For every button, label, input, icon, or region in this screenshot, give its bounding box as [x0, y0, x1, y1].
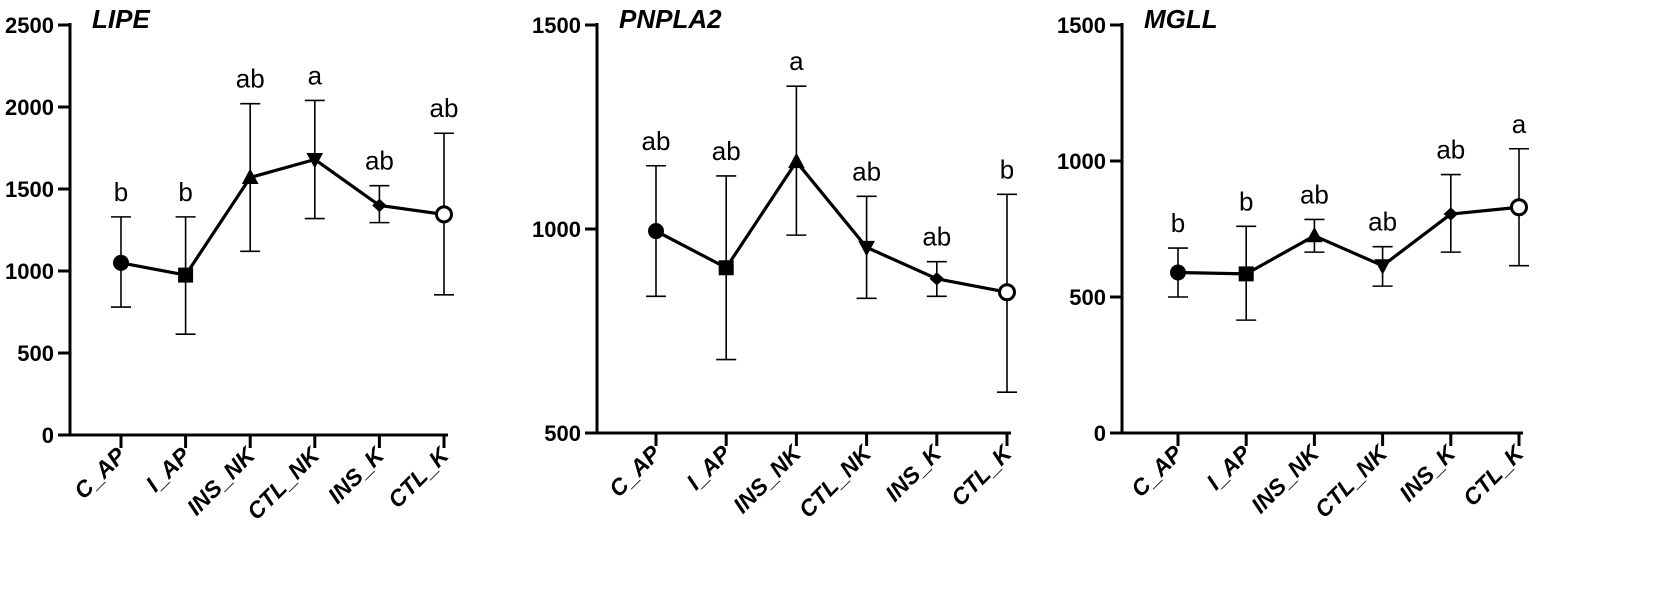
marker-triangle-down: [1374, 259, 1391, 275]
x-tick-label: I_AP: [141, 442, 196, 497]
marker-triangle-down: [858, 240, 875, 257]
x-tick-label: CTL_K: [946, 439, 1018, 511]
y-tick-label: 500: [544, 421, 581, 446]
x-tick-label: C_AP: [604, 440, 666, 502]
significance-letter: a: [1512, 109, 1527, 139]
marker-circle: [648, 223, 664, 240]
y-tick-label: 2000: [5, 95, 54, 120]
panel-title: MGLL: [1144, 4, 1218, 34]
series-line: [1177, 205, 1520, 276]
significance-letter: b: [178, 177, 192, 207]
marker-diamond: [929, 272, 945, 286]
significance-letter: ab: [922, 222, 951, 252]
y-tick-label: 1500: [1057, 13, 1106, 38]
y-tick-label: 1500: [5, 177, 54, 202]
x-tick-label: CTL_K: [383, 441, 455, 513]
marker-square: [178, 267, 194, 283]
significance-letter: ab: [852, 156, 881, 186]
x-tick-label: INS_K: [1394, 439, 1461, 506]
x-tick-label: C_AP: [1126, 440, 1188, 502]
x-tick-label: CTL_K: [1458, 439, 1530, 511]
marker-circle: [113, 254, 129, 271]
x-tick-label: CTL_NK: [1310, 439, 1394, 523]
marker-diamond: [1443, 207, 1459, 221]
x-tick-label: INS_K: [880, 439, 947, 506]
significance-letter: ab: [1300, 179, 1329, 209]
y-tick-label: 0: [42, 423, 54, 448]
x-tick-label: I_AP: [1201, 440, 1256, 495]
significance-letter: b: [1171, 208, 1185, 238]
marker-triangle-up: [1306, 226, 1323, 243]
marker-open-circle: [435, 205, 453, 224]
significance-letter: ab: [1368, 207, 1397, 237]
panel-title: LIPE: [92, 4, 150, 34]
x-tick-label: C_AP: [69, 442, 131, 504]
marker-square: [718, 260, 734, 276]
marker-open-circle: [998, 283, 1016, 302]
x-tick-label: I_AP: [681, 440, 736, 495]
significance-letter: b: [114, 177, 128, 207]
significance-letter: ab: [236, 64, 265, 94]
marker-triangle-down: [306, 152, 324, 169]
x-tick-label: INS_K: [323, 441, 390, 508]
y-tick-label: 1000: [5, 259, 54, 284]
significance-letter: ab: [430, 93, 459, 123]
y-tick-label: 500: [17, 341, 54, 366]
series-line: [120, 157, 445, 277]
y-tick-label: 500: [1069, 285, 1106, 310]
marker-triangle-up: [241, 168, 259, 185]
significance-letter: b: [1239, 186, 1253, 216]
x-tick-label: CTL_NK: [794, 439, 878, 523]
marker-diamond: [372, 198, 387, 213]
y-tick-label: 1500: [532, 13, 581, 38]
y-tick-label: 1000: [532, 217, 581, 242]
significance-letter: ab: [642, 126, 671, 156]
y-tick-label: 1000: [1057, 149, 1106, 174]
marker-triangle-up: [788, 152, 805, 169]
significance-letter: ab: [712, 136, 741, 166]
marker-square: [1238, 266, 1254, 282]
significance-letter: ab: [365, 146, 394, 176]
y-tick-label: 2500: [5, 13, 54, 38]
panel-title: PNPLA2: [619, 4, 722, 34]
marker-circle: [1170, 264, 1186, 281]
x-tick-label: CTL_NK: [242, 441, 326, 525]
marker-open-circle: [1510, 198, 1528, 217]
series-line: [655, 160, 1008, 294]
significance-letter: b: [1000, 154, 1014, 184]
y-tick-label: 0: [1094, 421, 1106, 446]
significance-letter: ab: [1436, 135, 1465, 165]
significance-letter: a: [308, 60, 323, 90]
significance-letter: a: [789, 46, 804, 76]
